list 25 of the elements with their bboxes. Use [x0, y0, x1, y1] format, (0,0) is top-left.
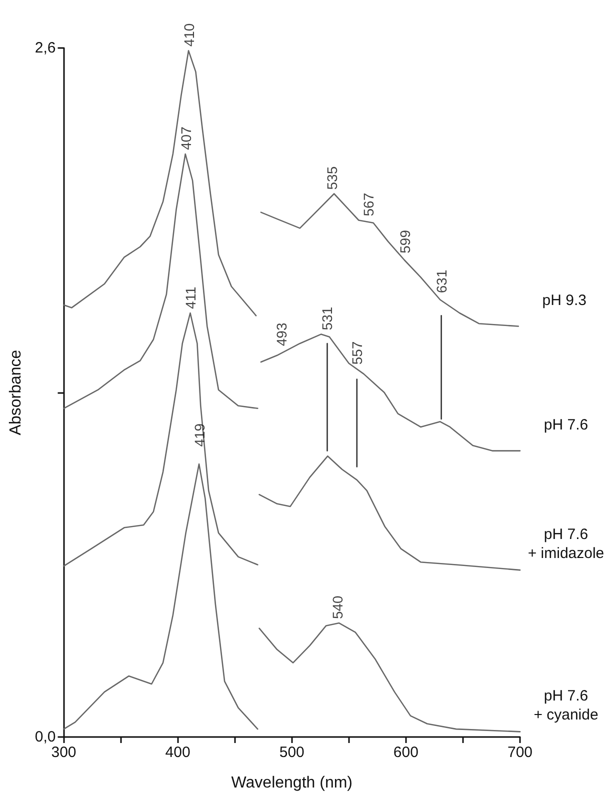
x-tick-label: 600 [393, 744, 418, 761]
y-tick-label: 0,0 [34, 728, 56, 746]
annotation: 535 [324, 166, 340, 190]
series-label: pH 7.6 + imidazole [528, 526, 604, 562]
annotation: 531 [319, 306, 336, 330]
annotation: 557 [348, 341, 365, 365]
y-tick-label: 2,6 [34, 40, 56, 56]
annotation: 599 [396, 230, 413, 254]
x-tick-label: 400 [165, 744, 190, 761]
x-axis-title: Wavelength (nm) [231, 774, 352, 792]
series-label: pH 9.3 [542, 292, 587, 309]
annotation: 631 [433, 270, 450, 294]
annotation: 410 [181, 23, 198, 47]
annotation: 407 [178, 126, 194, 150]
annotation: 493 [274, 322, 290, 346]
annotation: 540 [330, 595, 346, 620]
y-axis-title: Absorbance [8, 350, 24, 436]
annotation: 419 [191, 423, 208, 447]
annotation: 567 [360, 192, 376, 216]
x-tick-label: 700 [507, 744, 533, 761]
annotation: 411 [182, 286, 198, 309]
series-label: pH 7.6 [544, 416, 588, 434]
x-tick-label: 300 [51, 744, 76, 761]
x-tick-label: 500 [279, 744, 304, 761]
series-label: pH 7.6 + cyanide [534, 688, 598, 724]
